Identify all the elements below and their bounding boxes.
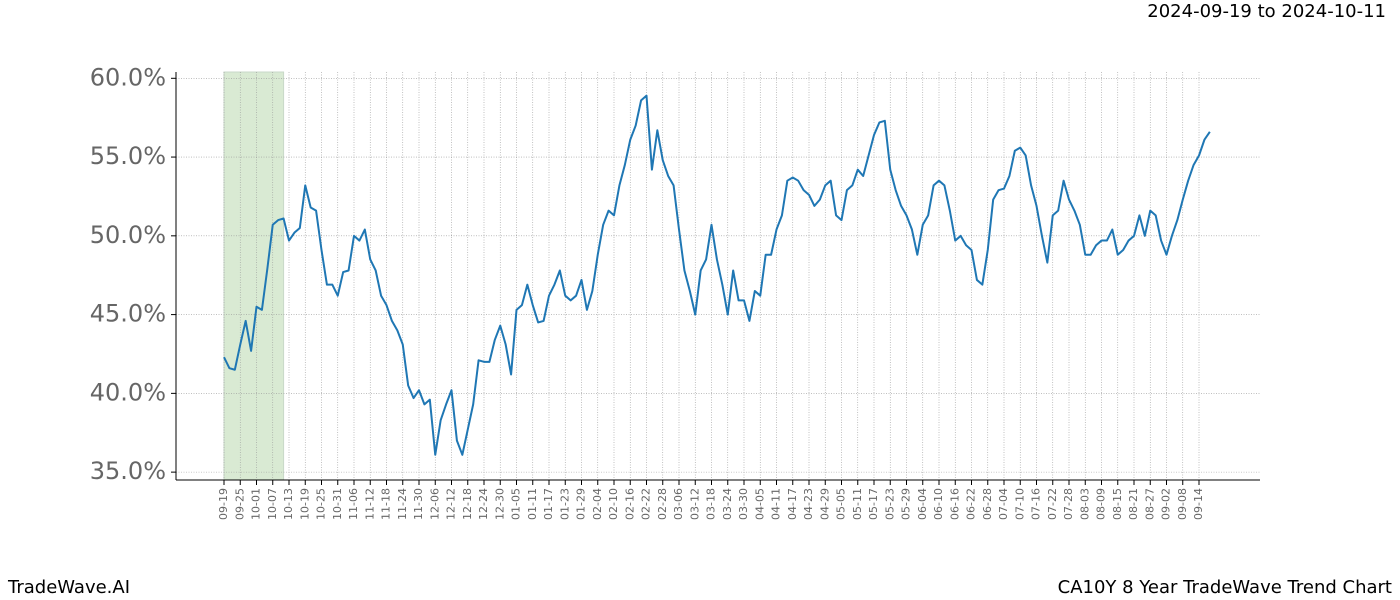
x-tick-label: 11-24 [396, 488, 409, 520]
x-tick-label: 06-04 [916, 488, 929, 520]
x-tick-label: 04-23 [802, 488, 815, 520]
x-tick-label: 11-06 [347, 488, 360, 520]
x-tick-label: 03-12 [688, 488, 701, 520]
x-tick-label: 03-24 [721, 488, 734, 520]
x-tick-label: 08-09 [1095, 488, 1108, 520]
x-tick-label: 12-24 [477, 488, 490, 520]
x-tick-label: 12-30 [493, 488, 506, 520]
y-tick-label: 60.0% [90, 63, 166, 91]
x-tick-label: 09-02 [1160, 488, 1173, 520]
x-tick-label: 11-18 [380, 488, 393, 520]
x-tick-label: 05-29 [900, 488, 913, 520]
highlight-band [223, 71, 285, 481]
caption: CA10Y 8 Year TradeWave Trend Chart [1058, 577, 1392, 598]
x-tick-label: 02-16 [623, 488, 636, 520]
x-tick-label: 05-11 [851, 488, 864, 520]
y-tick-label: 35.0% [90, 457, 166, 485]
x-tick-label: 06-16 [948, 488, 961, 520]
x-tick-label: 08-15 [1111, 488, 1124, 520]
x-tick-label: 02-28 [656, 488, 669, 520]
x-tick-label: 05-17 [867, 488, 880, 520]
x-tick-label: 10-13 [282, 488, 295, 520]
data-line [223, 94, 1211, 456]
y-tick-label: 45.0% [90, 300, 166, 328]
x-tick-label: 04-11 [770, 488, 783, 520]
x-tick-label: 05-23 [883, 488, 896, 520]
x-tick-label: 12-12 [445, 488, 458, 520]
x-tick-label: 07-04 [997, 488, 1010, 520]
x-tick-label: 03-30 [737, 488, 750, 520]
y-tick-label: 50.0% [90, 221, 166, 249]
x-tick-label: 02-10 [607, 488, 620, 520]
y-tick-label: 55.0% [90, 142, 166, 170]
x-tick-label: 08-03 [1078, 488, 1091, 520]
x-tick-label: 03-18 [705, 488, 718, 520]
x-tick-label: 02-04 [591, 488, 604, 520]
x-tick-label: 02-22 [640, 488, 653, 520]
x-tick-label: 11-30 [412, 488, 425, 520]
x-tick-label: 10-01 [250, 488, 263, 520]
x-tick-label: 12-18 [461, 488, 474, 520]
x-tick-label: 01-05 [510, 488, 523, 520]
x-tick-label: 10-19 [298, 488, 311, 520]
x-tick-label: 07-16 [1030, 488, 1043, 520]
x-tick-label: 04-17 [786, 488, 799, 520]
chart-title: 2024-09-19 to 2024-10-11 [1147, 1, 1386, 22]
x-tick-label: 06-22 [965, 488, 978, 520]
x-tick-label: 08-27 [1143, 488, 1156, 520]
x-tick-label: 08-21 [1127, 488, 1140, 520]
source: TradeWave.AI [7, 577, 130, 598]
x-tick-label: 06-10 [932, 488, 945, 520]
x-tick-label: 11-12 [363, 488, 376, 520]
x-tick-label: 01-11 [526, 488, 539, 520]
x-tick-label: 06-28 [981, 488, 994, 520]
x-tick-label: 07-10 [1013, 488, 1026, 520]
x-tick-label: 05-05 [835, 488, 848, 520]
x-tick-label: 10-07 [266, 488, 279, 520]
x-tick-label: 03-06 [672, 488, 685, 520]
x-tick-label: 04-29 [818, 488, 831, 520]
x-tick-label: 01-23 [558, 488, 571, 520]
x-tick-label: 01-17 [542, 488, 555, 520]
x-tick-label: 01-29 [575, 488, 588, 520]
y-tick-label: 40.0% [90, 378, 166, 406]
x-tick-label: 09-25 [233, 488, 246, 520]
x-tick-label: 04-05 [753, 488, 766, 520]
x-tick-label: 10-31 [331, 488, 344, 520]
x-tick-label: 10-25 [315, 488, 328, 520]
x-tick-label: 09-14 [1192, 488, 1205, 520]
x-tick-label: 07-28 [1062, 488, 1075, 520]
x-tick-label: 07-22 [1046, 488, 1059, 520]
x-tick-label: 09-19 [217, 488, 230, 520]
x-tick-label: 09-08 [1176, 488, 1189, 520]
x-tick-label: 12-06 [428, 488, 441, 520]
